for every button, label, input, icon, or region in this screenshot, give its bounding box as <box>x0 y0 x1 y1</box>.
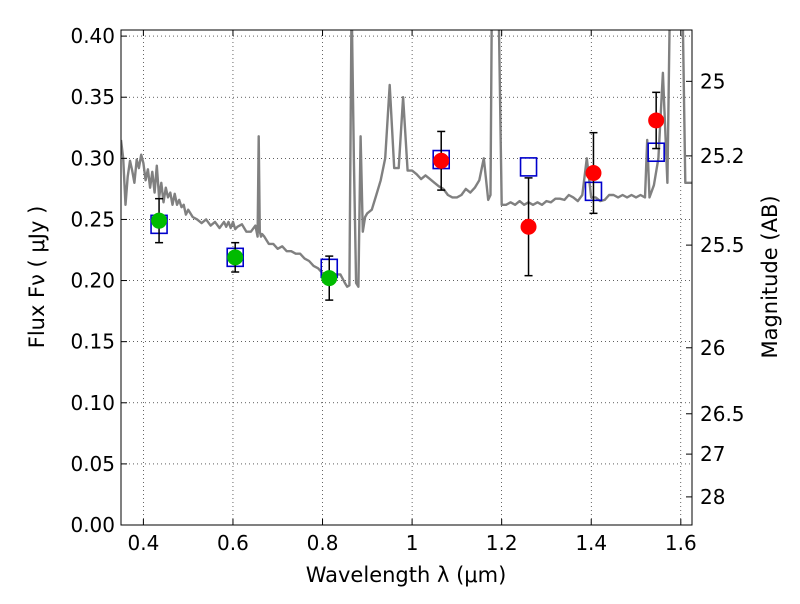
x-axis-title: Wavelength λ (μm) <box>306 563 507 587</box>
right-tick-label: 25.2 <box>700 144 745 168</box>
observed-point-marker <box>520 218 537 235</box>
observed-point-marker <box>227 249 244 266</box>
y-axis-title: Flux Fν ( μJy ) <box>25 206 49 349</box>
observed-point-marker <box>585 165 602 181</box>
x-tick-label: 1 <box>406 531 419 555</box>
axis-layer: 0.4 0.6 0.8 1 1.2 1.4 1.6 0.00 0.05 0.10 0.15 0.20 0… <box>70 24 744 555</box>
x-tick-label: 0.4 <box>127 531 159 555</box>
x-tick-label: 1.2 <box>486 531 518 555</box>
y-tick-label: 0.20 <box>70 269 115 293</box>
plot-frame <box>120 29 693 526</box>
model-square-marker <box>519 157 538 177</box>
y-tick-label: 0.05 <box>70 452 115 476</box>
right-tick-label: 27 <box>700 442 725 466</box>
y-tick-label: 0.10 <box>70 391 115 415</box>
observed-point-marker <box>433 152 450 169</box>
observed-point-marker <box>151 212 168 229</box>
y-tick-label: 0.30 <box>70 146 115 170</box>
right-tick-label: 25.5 <box>700 233 745 257</box>
grid-lines <box>121 30 692 526</box>
right-tick-label: 28 <box>700 485 725 509</box>
x-tick-label: 1.4 <box>575 531 607 555</box>
x-tick-label: 0.8 <box>307 531 339 555</box>
right-tick-label: 25 <box>700 69 725 93</box>
right-axis-title: Magnitude (AB) <box>758 195 782 358</box>
y-tick-label: 0.00 <box>70 513 115 537</box>
y-tick-label: 0.15 <box>70 330 115 354</box>
y-tick-label: 0.25 <box>70 207 115 231</box>
right-tick-label: 26.5 <box>700 402 745 426</box>
observed-point-marker <box>321 270 338 287</box>
sed-layer <box>121 30 692 288</box>
y-tick-label: 0.40 <box>70 24 115 48</box>
observed-point-marker <box>648 112 665 129</box>
x-tick-label: 0.6 <box>217 531 249 555</box>
x-tick-label: 1.6 <box>665 531 697 555</box>
points-layer <box>150 91 665 301</box>
y-tick-label: 0.35 <box>70 85 115 109</box>
right-tick-label: 26 <box>700 336 725 360</box>
sed-line <box>121 30 692 288</box>
